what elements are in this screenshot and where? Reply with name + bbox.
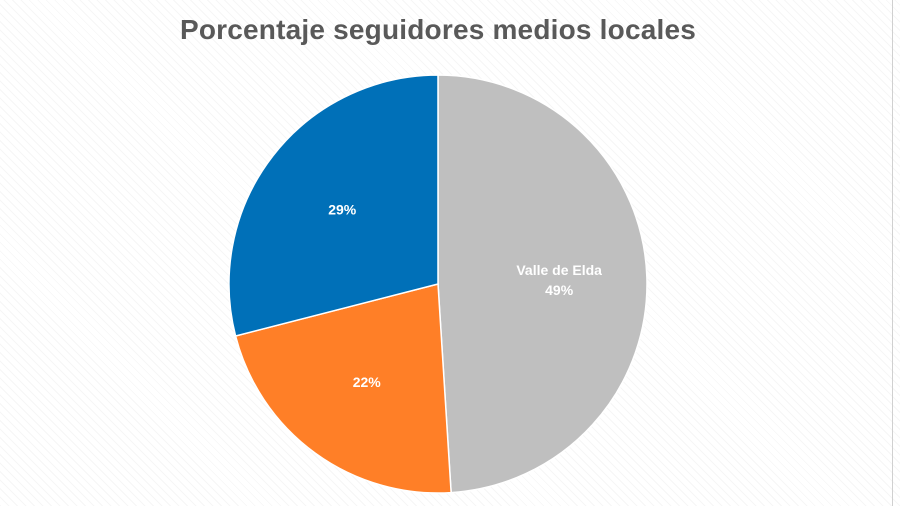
pie-slice-label-3: 29% xyxy=(328,202,357,218)
slice-category: Valle de Elda xyxy=(516,262,602,278)
slice-percent: 49% xyxy=(545,282,574,298)
pie-labels: Valle de Elda 49% 22% 29% xyxy=(328,202,602,390)
slice-percent: 22% xyxy=(353,374,382,390)
pie-slice-1 xyxy=(437,74,648,494)
chart-title: Porcentaje seguidores medios locales xyxy=(179,14,697,45)
pie-slices xyxy=(228,74,648,494)
chart-border xyxy=(892,0,893,506)
pie-slice-3 xyxy=(228,74,439,337)
pie-slice-label-1: Valle de Elda 49% xyxy=(516,262,602,298)
pie-slice-2 xyxy=(234,283,452,494)
pie-slice-label-2: 22% xyxy=(353,374,382,390)
slice-percent: 29% xyxy=(328,202,357,218)
